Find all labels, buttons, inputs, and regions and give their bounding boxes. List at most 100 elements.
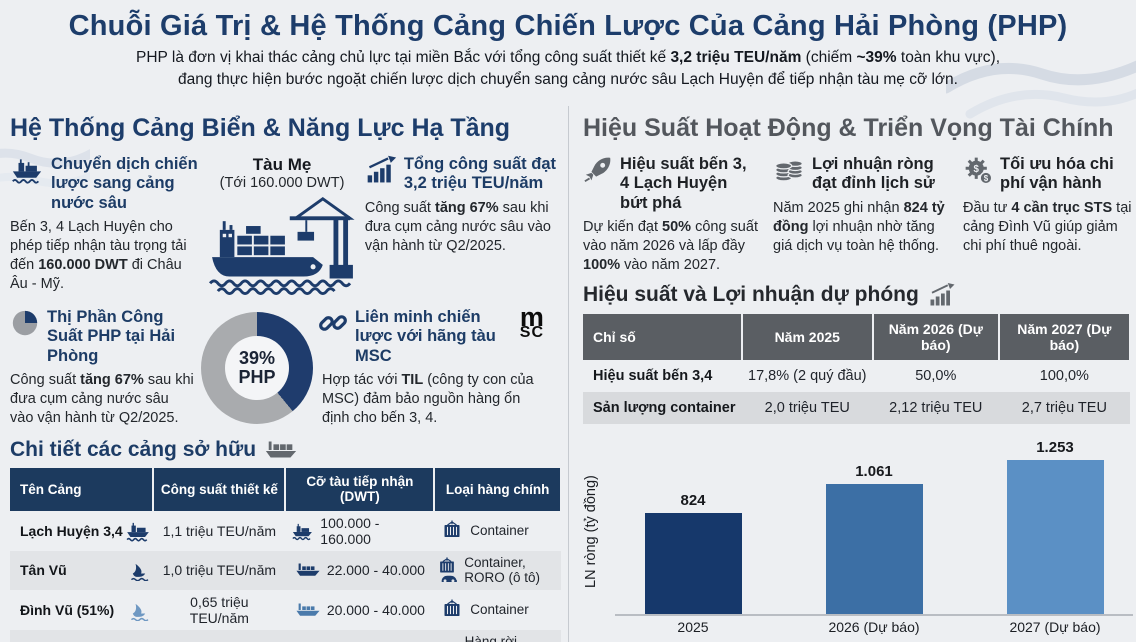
metrics-col-2025: Năm 2025 bbox=[741, 313, 874, 361]
mother-ship-title: Tàu Mẹ bbox=[252, 155, 312, 174]
port-name: Đình Vũ (51%) bbox=[20, 602, 115, 618]
block-body: Năm 2025 ghi nhận 824 tỷ đồng lợi nhuận … bbox=[773, 199, 945, 254]
table-row-tan-vu: Tân Vũ 1,0 triệu TEU/năm 22.000 - 40.000 bbox=[10, 550, 561, 590]
chart-plot-area: 824 1.061 1.253 2025 bbox=[615, 436, 1133, 635]
port-cargo: Container, RORO (ô tô) bbox=[464, 554, 541, 586]
bar bbox=[825, 484, 923, 615]
metric-2027: 100,0% bbox=[1039, 368, 1089, 385]
block-cost-optimization: $ $ Tối ưu hóa chi phí vận hành Đầu tư 4… bbox=[963, 155, 1133, 275]
page-subtitle: PHP là đơn vị khai thác cảng chủ lực tại… bbox=[0, 47, 1136, 90]
chart-x-axis-labels: 2025 2026 (Dự báo) 2027 (Dự báo) bbox=[615, 619, 1133, 635]
table-row-container-volume: Sản lượng container 2,0 triệu TEU 2,12 t… bbox=[583, 392, 1130, 425]
block-title: Liên minh chiến lược với hãng tàu MSC bbox=[355, 308, 496, 365]
cargo-ship-icon bbox=[296, 603, 320, 616]
port-cargo: Hàng rời, Container bbox=[464, 634, 521, 642]
ports-col-dwt: Cỡ tàu tiếp nhận (DWT) bbox=[285, 467, 436, 511]
ports-table-header-row: Tên Cảng Công suất thiết kế Cỡ tàu tiếp … bbox=[10, 467, 562, 511]
chain-link-icon bbox=[319, 315, 347, 331]
block-msc-alliance: Liên minh chiến lược với hãng tàu MSC m … bbox=[318, 303, 544, 428]
port-capacity: 0,5 triệu TEU/năm bbox=[153, 630, 285, 642]
content-columns: Hệ Thống Cảng Biển & Năng Lực Hạ Tầng Ch… bbox=[0, 106, 1136, 642]
ports-col-cargo: Loại hàng chính bbox=[434, 467, 562, 511]
block-berth-performance: Hiệu suất bến 3, 4 Lạch Huyện bứt phá Dự… bbox=[583, 155, 759, 275]
left-section-port-system: Hệ Thống Cảng Biển & Năng Lực Hạ Tầng Ch… bbox=[0, 106, 568, 642]
x-tick-label: 2026 (Dự báo) bbox=[828, 619, 920, 636]
bar bbox=[1006, 460, 1104, 615]
cargo-ship-icon bbox=[265, 441, 297, 458]
ship-icon bbox=[292, 523, 313, 541]
right-section-performance-finance: Hiệu Suất Hoạt Động & Triển Vọng Tài Chí… bbox=[568, 106, 1136, 642]
market-share-donut-wrap: 39% PHP bbox=[196, 308, 318, 428]
ports-detail-heading-label: Chi tiết các cảng sở hữu bbox=[10, 437, 257, 461]
metrics-table-title: Hiệu suất và Lợi nhuận dự phóng bbox=[583, 282, 1133, 307]
bar-value-label: 1.253 bbox=[1036, 439, 1074, 457]
block-body: Đầu tư 4 cần trục STS tại cảng Đình Vũ g… bbox=[963, 199, 1132, 254]
trend-up-icon bbox=[367, 155, 396, 183]
block-body: Công suất tăng 67% sau khi đưa cụm cảng … bbox=[364, 199, 551, 254]
block-body: Bến 3, 4 Lạch Huyện cho phép tiếp nhận t… bbox=[10, 219, 187, 292]
port-cargo: Container bbox=[470, 523, 529, 539]
subtitle-line-1: PHP là đơn vị khai thác cảng chủ lực tại… bbox=[135, 49, 1000, 66]
table-row-lach-huyen: Lạch Huyện 3,4 1,1 triệu TEU/năm 100.000… bbox=[10, 511, 561, 551]
container-car-icon bbox=[440, 557, 458, 583]
metrics-table: Chỉ số Năm 2025 Năm 2026 (Dự báo) Năm 20… bbox=[583, 313, 1132, 425]
right-section-title: Hiệu Suất Hoạt Động & Triển Vọng Tài Chí… bbox=[583, 114, 1114, 142]
ports-col-capacity: Công suất thiết kế bbox=[153, 467, 287, 511]
block-title: Thị Phần Công Suất PHP tại Hải Phòng bbox=[47, 308, 176, 365]
bar-value-label: 1.061 bbox=[855, 463, 893, 481]
metric-name: Sản lượng container bbox=[593, 400, 736, 417]
donut-sublabel: PHP bbox=[238, 366, 276, 387]
port-capacity: 1,1 triệu TEU/năm bbox=[162, 522, 277, 539]
right-blocks-row: Hiệu suất bến 3, 4 Lạch Huyện bứt phá Dự… bbox=[583, 155, 1133, 275]
page-title: Chuỗi Giá Trị & Hệ Thống Cảng Chiến Lược… bbox=[68, 10, 1068, 42]
block-title: Tối ưu hóa chi phí vận hành bbox=[1000, 155, 1114, 193]
block-body: Hợp tác với TIL (công ty con của MSC) đả… bbox=[322, 372, 534, 427]
table-row-berth-utilization: Hiệu suất bến 3,4 17,8% (2 quý đầu) 50,0… bbox=[583, 360, 1130, 392]
metrics-col-indicator: Chỉ số bbox=[583, 313, 743, 361]
block-body: Công suất tăng 67% sau khi đưa cụm cảng … bbox=[10, 372, 194, 427]
boat-icon bbox=[131, 603, 149, 621]
block-market-share: Thị Phần Công Suất PHP tại Hải Phòng Côn… bbox=[10, 308, 196, 428]
metrics-header-row: Chỉ số Năm 2025 Năm 2026 (Dự báo) Năm 20… bbox=[583, 313, 1132, 361]
container-icon bbox=[440, 638, 458, 642]
gear-dollar-icon: $ $ bbox=[965, 157, 993, 185]
pie-chart-icon bbox=[12, 310, 38, 336]
svg-text:$: $ bbox=[974, 164, 980, 175]
port-dwt: 20.000 - 40.000 bbox=[326, 602, 425, 618]
donut-center-label: 39% PHP bbox=[225, 335, 289, 400]
chart-bars: 824 1.061 1.253 bbox=[615, 436, 1133, 617]
msc-logo-sc: SC bbox=[519, 324, 544, 342]
port-capacity: 0,65 triệu TEU/năm bbox=[189, 594, 249, 626]
block-net-profit: Lợi nhuận ròng đạt đỉnh lịch sử Năm 2025… bbox=[773, 155, 949, 275]
ship-icon bbox=[12, 159, 42, 184]
boat-icon bbox=[131, 564, 149, 582]
metric-2025: 17,8% (2 quý đầu) bbox=[748, 368, 867, 385]
svg-text:$: $ bbox=[984, 174, 989, 183]
left-blocks-row-1: Chuyển dịch chiến lược sang cảng nước sâ… bbox=[10, 155, 560, 300]
port-dwt: 100.000 - 160.000 bbox=[320, 514, 380, 547]
bar bbox=[644, 513, 742, 615]
left-blocks-row-2: Thị Phần Công Suất PHP tại Hải Phòng Côn… bbox=[10, 303, 560, 428]
metric-2026: 2,12 triệu TEU bbox=[889, 400, 983, 417]
cargo-ship-icon bbox=[296, 563, 320, 577]
ship-icon bbox=[126, 522, 150, 542]
header: Chuỗi Giá Trị & Hệ Thống Cảng Chiến Lược… bbox=[0, 0, 1136, 90]
block-title: Lợi nhuận ròng đạt đỉnh lịch sử bbox=[812, 155, 935, 193]
metrics-col-2027: Năm 2027 (Dự báo) bbox=[998, 313, 1132, 361]
mother-ship-subtitle: (Tới 160.000 DWT) bbox=[219, 175, 345, 191]
bar-2027: 1.253 bbox=[995, 439, 1115, 615]
bar-value-label: 824 bbox=[680, 492, 706, 510]
coins-icon bbox=[775, 160, 803, 182]
x-tick-label: 2027 (Dự báo) bbox=[1009, 619, 1101, 636]
block-title: Chuyển dịch chiến lược sang cảng nước sâ… bbox=[51, 155, 198, 212]
metric-2025: 2,0 triệu TEU bbox=[764, 400, 850, 417]
metric-name: Hiệu suất bến 3,4 bbox=[593, 368, 713, 385]
metric-2027: 2,7 triệu TEU bbox=[1021, 400, 1107, 417]
container-ship-crane-illustration-icon bbox=[209, 197, 355, 295]
boat-icon bbox=[127, 639, 151, 642]
ports-detail-heading: Chi tiết các cảng sở hữu bbox=[10, 438, 560, 462]
port-name: Lạch Huyện 3,4 bbox=[20, 522, 123, 539]
subtitle-line-2: đang thực hiện bước ngoặt chiến lược dịc… bbox=[178, 70, 958, 88]
block-strategic-shift: Chuyển dịch chiến lược sang cảng nước sâ… bbox=[10, 155, 199, 300]
chart-y-axis-label: LN ròng (tỷ đồng) bbox=[583, 475, 599, 589]
